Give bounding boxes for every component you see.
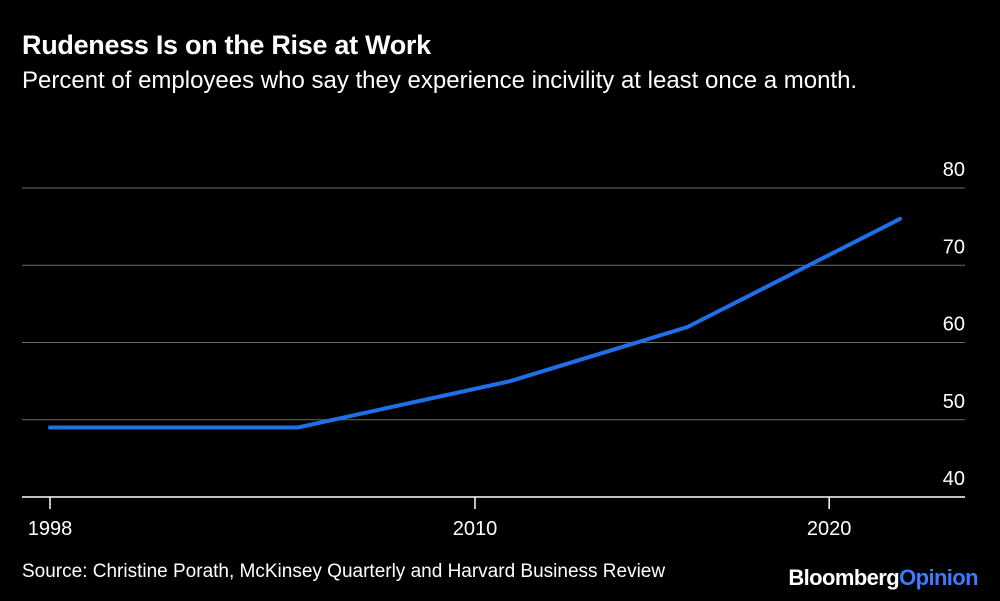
x-tick-label-1998: 1998 [28, 518, 73, 540]
x-tick-label-2020: 2020 [807, 518, 852, 540]
chart-subtitle: Percent of employees who say they experi… [22, 67, 858, 94]
brand-bloomberg: Bloomberg [788, 565, 900, 590]
source-note: Source: Christine Porath, McKinsey Quart… [22, 561, 666, 582]
y-tick-label-80: 80 [943, 159, 965, 181]
y-tick-label-50: 50 [943, 391, 965, 413]
y-tick-label-70: 70 [943, 236, 965, 258]
y-tick-label-60: 60 [943, 314, 965, 336]
bloomberg-opinion-logo: BloombergOpinion [788, 565, 978, 591]
x-tick-label-2010: 2010 [453, 518, 498, 540]
chart-title: Rudeness Is on the Rise at Work [22, 30, 431, 60]
series-line-0 [48, 216, 902, 430]
brand-opinion: Opinion [899, 565, 979, 590]
y-tick-label-40: 40 [943, 468, 965, 490]
